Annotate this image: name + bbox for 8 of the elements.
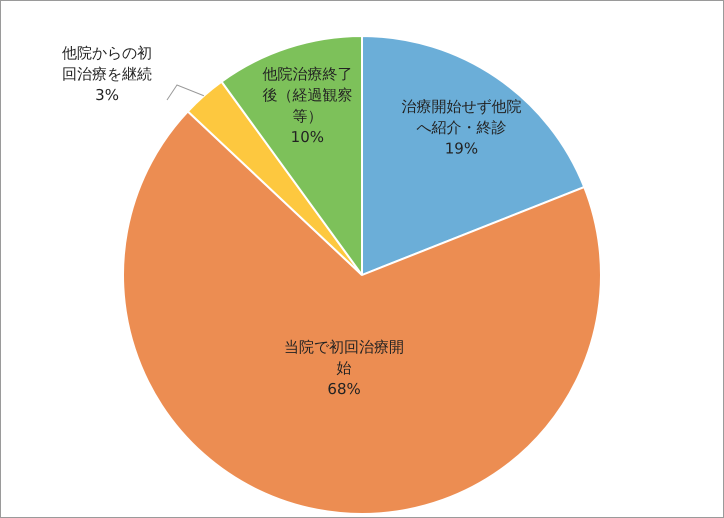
- data-label: 10%: [290, 128, 324, 146]
- data-label: 3%: [95, 86, 119, 104]
- slice-label: 当院で初回治療開始: [284, 338, 404, 377]
- data-label: 19%: [444, 140, 478, 158]
- data-label: 68%: [327, 380, 361, 398]
- slice-label: 他院治療終了後（経過観察等）: [262, 65, 352, 126]
- slice-label: 治療開始せず他院へ紹介・終診: [401, 98, 522, 137]
- slice-label: 他院からの初回治療を継続: [62, 44, 152, 83]
